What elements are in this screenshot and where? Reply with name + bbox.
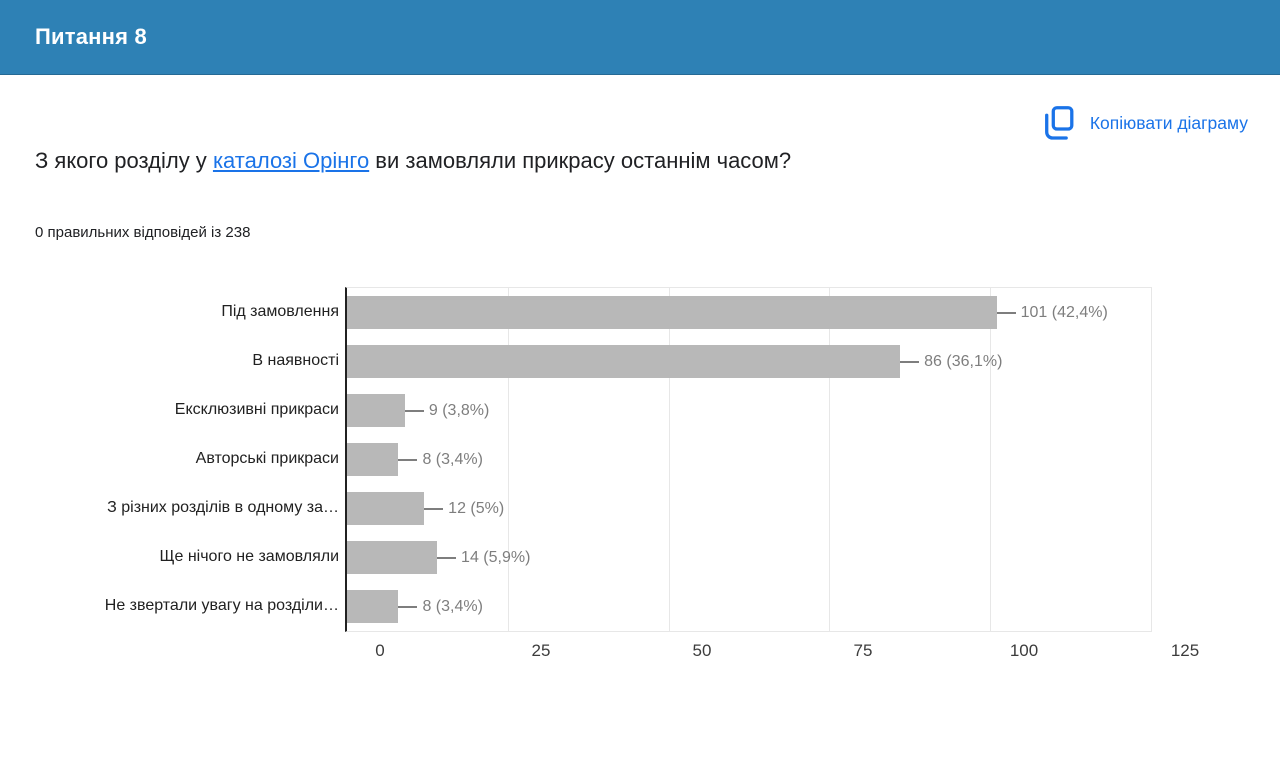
category-labels: Під замовлення В наявності Ексклюзивні п… [35, 287, 345, 632]
bar [347, 443, 399, 476]
x-axis-tick: 25 [531, 641, 551, 660]
value-label: 8 (3,4%) [422, 450, 483, 468]
bar-row: 8 (3,4%) [347, 582, 1151, 631]
category-label: Авторські прикраси [195, 449, 339, 467]
value-label: 14 (5,9%) [461, 548, 531, 566]
category-label: Не звертали увагу на розділи… [104, 596, 339, 614]
bar-row: 14 (5,9%) [347, 533, 1151, 582]
bar-row: 8 (3,4%) [347, 435, 1151, 484]
category-label: Ексклюзивні прикраси [174, 400, 339, 418]
gridline [507, 288, 509, 631]
bar [347, 345, 901, 378]
copy-chart-label: Копіювати діаграму [1089, 112, 1248, 133]
value-label: 12 (5%) [448, 499, 505, 517]
value-label: 101 (42,4%) [1020, 303, 1108, 321]
copy-chart-button[interactable]: Копіювати діаграму [1042, 105, 1248, 142]
category-label: В наявності [252, 351, 339, 369]
x-axis-tick: 125 [1170, 641, 1200, 660]
x-axis-tick: 75 [853, 641, 873, 660]
bar [347, 492, 425, 525]
value-connector [398, 458, 418, 461]
gridline [990, 288, 992, 631]
gridline [829, 288, 831, 631]
question-title: З якого розділу у каталозі Орінго ви зам… [35, 142, 940, 179]
value-connector [437, 556, 457, 559]
question-text-before: З якого розділу у [35, 148, 213, 173]
answers-summary: 0 правильних відповідей із 238 [35, 224, 251, 241]
question-header-title: Питання 8 [35, 24, 147, 49]
category-label: Ще нічого не замовляли [159, 547, 339, 565]
value-connector [398, 605, 418, 608]
bar [347, 590, 399, 623]
bar-row: 86 (36,1%) [347, 337, 1151, 386]
value-connector [996, 311, 1016, 314]
catalog-link[interactable]: каталозі Орінго [212, 148, 370, 173]
bar [347, 541, 438, 574]
toolbar-row: Копіювати діаграму [35, 102, 1248, 144]
bar [347, 394, 405, 427]
copy-icon [1042, 105, 1075, 142]
bar-chart: Під замовлення В наявності Ексклюзивні п… [35, 287, 1152, 632]
question-card: Копіювати діаграму З якого розділу у кат… [0, 102, 1280, 667]
value-connector [424, 507, 444, 510]
category-label: Під замовлення [221, 302, 339, 320]
value-label: 9 (3,8%) [428, 401, 490, 419]
x-axis-tick: 0 [375, 641, 385, 660]
value-connector [404, 409, 424, 412]
bar-row: 12 (5%) [347, 484, 1151, 533]
bar [347, 296, 997, 329]
bar-row: 9 (3,8%) [347, 386, 1151, 435]
bar-row: 101 (42,4%) [347, 288, 1151, 337]
x-axis-tick: 100 [1009, 641, 1039, 660]
x-axis: 0 25 50 75 100 125 [375, 641, 1199, 667]
category-label: З різних розділів в одному за… [107, 498, 339, 516]
value-connector [900, 360, 920, 363]
question-text-after: ви замовляли прикрасу останнім часом? [369, 148, 792, 173]
gridline [668, 288, 670, 631]
x-axis-tick: 50 [692, 641, 712, 660]
value-label: 86 (36,1%) [924, 352, 1003, 370]
value-label: 8 (3,4%) [422, 597, 483, 615]
plot-area: 101 (42,4%) 86 (36,1%) 9 (3,8%) 8 (3,4%) [345, 287, 1152, 632]
question-header: Питання 8 [0, 0, 1280, 75]
